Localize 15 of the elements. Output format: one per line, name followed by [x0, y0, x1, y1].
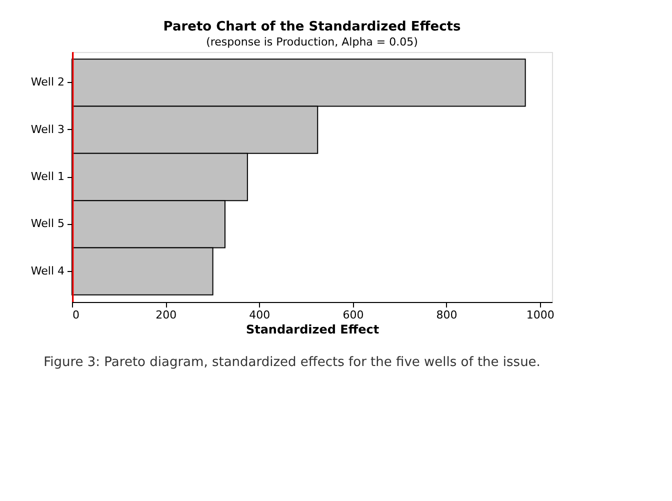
y-tick-label: Well 5 — [30, 217, 64, 230]
x-tick-label: 600 — [342, 308, 364, 322]
x-tick-label: 400 — [249, 308, 270, 322]
x-tick-label: 200 — [156, 308, 177, 322]
caption: Figure 3: Pareto diagram, standardized effects for the five wells of the issue. — [44, 355, 540, 370]
x-tick-label: 0 — [72, 308, 80, 322]
x-axis-title: Standardized Effect — [246, 322, 380, 336]
chart-title: Pareto Chart of the Standardized Effects — [163, 19, 461, 34]
y-tick-label: Well 2 — [30, 76, 64, 89]
y-tick-label: Well 4 — [30, 264, 64, 278]
x-tick-label: 1000 — [526, 308, 554, 322]
y-tick-label: Well 3 — [30, 122, 64, 136]
y-tick-label: Well 1 — [30, 170, 64, 183]
x-tick-label: 800 — [436, 308, 458, 322]
chart-subtitle: (response is Production, Alpha = 0.05) — [206, 35, 418, 48]
